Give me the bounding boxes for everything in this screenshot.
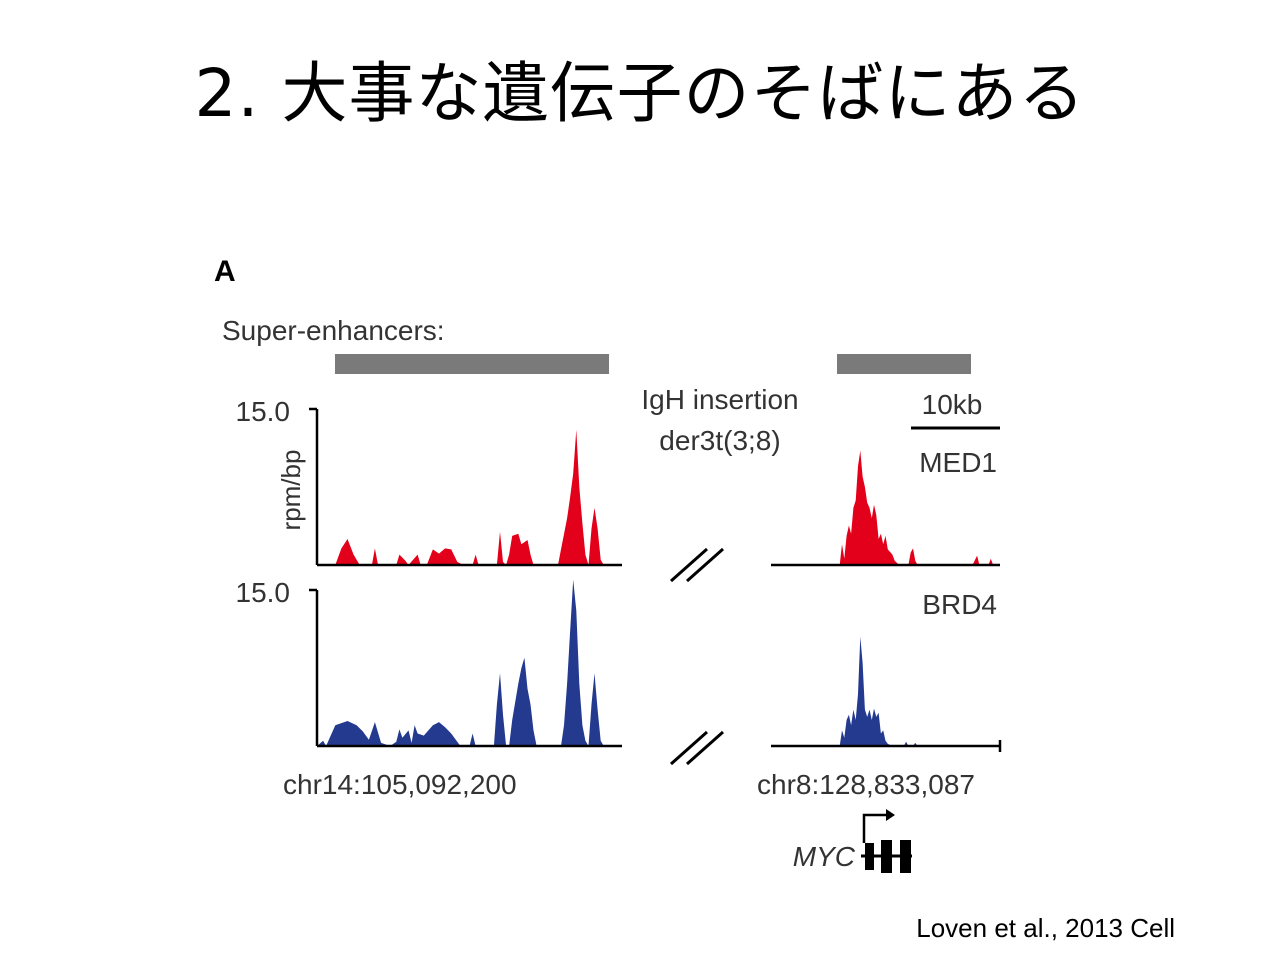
right-locus-label: chr8:128,833,087 <box>757 769 975 800</box>
track-axes <box>309 407 1002 752</box>
slide-title: 2. 大事な遺伝子のそばにある <box>194 55 1086 132</box>
gene-exon-1 <box>865 843 874 870</box>
break-mark-bottom-1 <box>670 730 708 766</box>
super-enhancer-bar-right <box>837 354 971 374</box>
left-locus-label: chr14:105,092,200 <box>283 769 517 800</box>
scale-bar-label: 10kb <box>922 389 983 420</box>
series-label-med1: MED1 <box>919 447 997 478</box>
gene-exon-3 <box>900 840 911 873</box>
axis-break-marks <box>670 547 724 766</box>
citation: Loven et al., 2013 Cell <box>916 913 1175 943</box>
brd4-right-track <box>771 636 1000 746</box>
med1-left-track <box>317 429 622 565</box>
gene-exon-2 <box>881 840 892 873</box>
super-enhancers-label: Super-enhancers: <box>222 315 445 346</box>
ytick-label-med1: 15.0 <box>236 396 291 427</box>
myc-gene-model <box>861 809 912 873</box>
med1-right-track <box>771 450 1000 565</box>
break-label-line1: IgH insertion <box>641 384 798 415</box>
ytick-label-brd4: 15.0 <box>236 577 291 608</box>
break-label-line2: der3t(3;8) <box>659 425 780 456</box>
y-axis-label: rpm/bp <box>276 450 306 531</box>
gene-label: MYC <box>793 841 856 872</box>
break-mark-top-1 <box>670 547 708 583</box>
break-mark-bottom-2 <box>686 730 724 766</box>
panel-label: A <box>214 255 236 288</box>
brd4-left-track <box>317 579 622 746</box>
tss-arrow-line <box>862 813 886 843</box>
series-label-brd4: BRD4 <box>922 589 997 620</box>
tss-arrow-head <box>886 809 895 821</box>
super-enhancer-bar-left <box>335 354 609 374</box>
break-mark-top-2 <box>686 547 724 583</box>
